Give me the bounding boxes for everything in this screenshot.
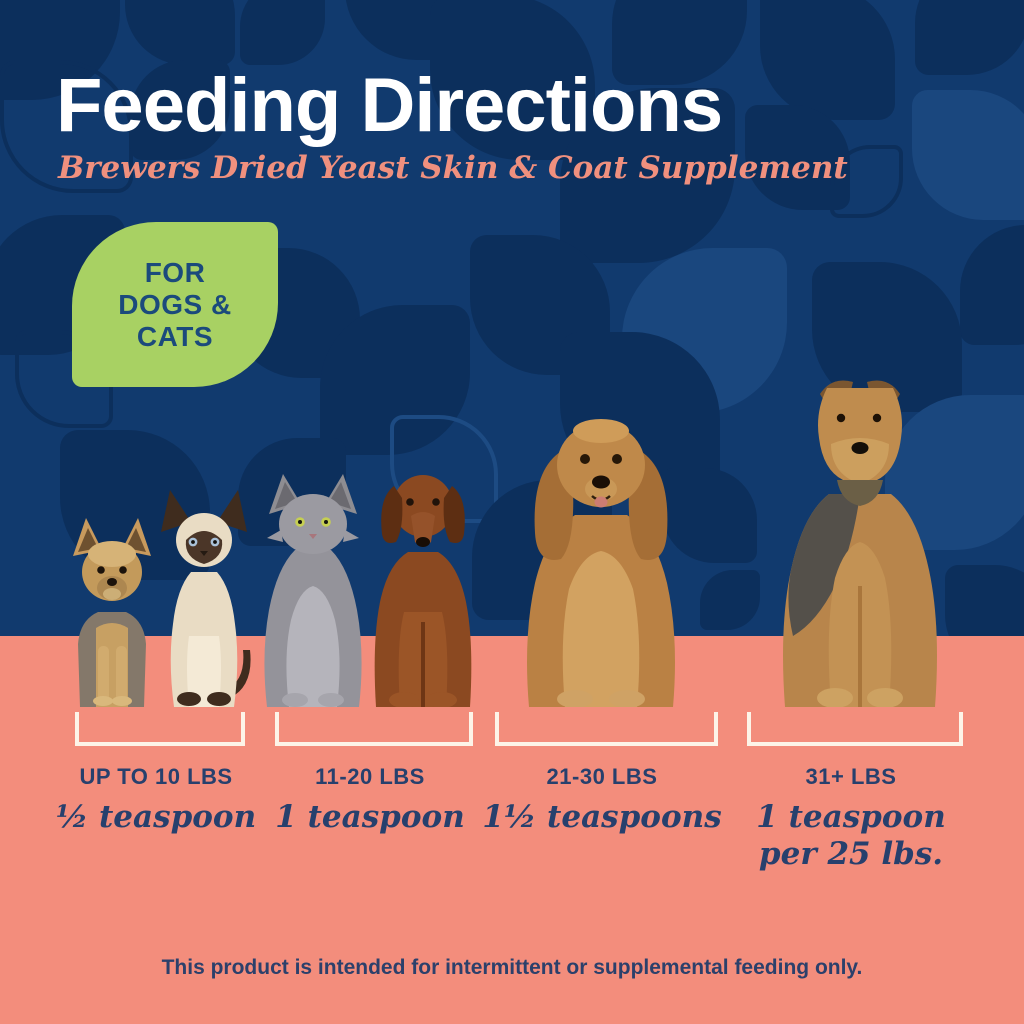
- dosage-group-2: 11-20 LBS 1 teaspoon: [250, 764, 490, 836]
- dose-amount: 1 teaspoon: [275, 799, 465, 835]
- leaf-shape: [560, 88, 735, 263]
- badge-line: DOGS &: [118, 288, 232, 320]
- leaf-shape: [662, 468, 757, 563]
- leaf-shape: [760, 0, 895, 120]
- weight-bracket-1: [75, 712, 245, 746]
- leaf-shape: [240, 0, 325, 65]
- leaf-shape: [912, 90, 1024, 220]
- leaf-shape: [130, 60, 230, 160]
- leaf-shape: [945, 565, 1024, 636]
- dachshund-image: [374, 475, 472, 707]
- weight-range: UP TO 10 LBS: [79, 764, 233, 789]
- for-dogs-and-cats-badge: FOR DOGS & CATS: [72, 222, 278, 387]
- navy-header-section: Feeding Directions Brewers Dried Yeast S…: [0, 0, 1024, 636]
- leaf-shape: [960, 225, 1024, 345]
- airedale-terrier-image: [783, 380, 937, 707]
- weight-range: 31+ LBS: [805, 764, 897, 789]
- badge-line: FOR: [144, 256, 206, 288]
- dose-line-2: per 25 lbs.: [758, 836, 944, 872]
- weight-bracket-2: [275, 712, 473, 746]
- weight-bracket-3: [495, 712, 718, 746]
- leaf-shape: [915, 0, 1024, 75]
- leaf-shape: [830, 145, 903, 218]
- page-title: Feeding Directions: [56, 63, 723, 148]
- leaf-shape: [700, 570, 760, 630]
- dosage-group-1: UP TO 10 LBS ½ teaspoon: [36, 764, 276, 836]
- dosage-group-4: 31+ LBS 1 teaspoon per 25 lbs.: [731, 764, 971, 873]
- dose-line-1: 1 teaspoon: [756, 799, 946, 835]
- dosage-group-3: 21-30 LBS 1½ teaspoons: [482, 764, 722, 836]
- badge-line: CATS: [136, 320, 214, 352]
- weight-range: 21-30 LBS: [546, 764, 658, 789]
- dose-amount: 1½ teaspoons: [482, 799, 722, 835]
- disclaimer-text: This product is intended for intermitten…: [161, 956, 863, 979]
- yorkshire-terrier-image: [73, 518, 151, 707]
- gray-cat-image: [264, 474, 362, 707]
- leaf-shape: [430, 0, 595, 160]
- cocker-spaniel-image: [527, 419, 675, 707]
- dose-amount: ½ teaspoon: [55, 799, 257, 835]
- siamese-cat-image: [161, 490, 251, 707]
- weight-bracket-4: [747, 712, 963, 746]
- dose-amount: 1 teaspoon per 25 lbs.: [731, 799, 971, 873]
- weight-range: 11-20 LBS: [315, 764, 425, 789]
- leaf-shape: [125, 0, 235, 65]
- subtitle: Brewers Dried Yeast Skin & Coat Suppleme…: [58, 150, 848, 186]
